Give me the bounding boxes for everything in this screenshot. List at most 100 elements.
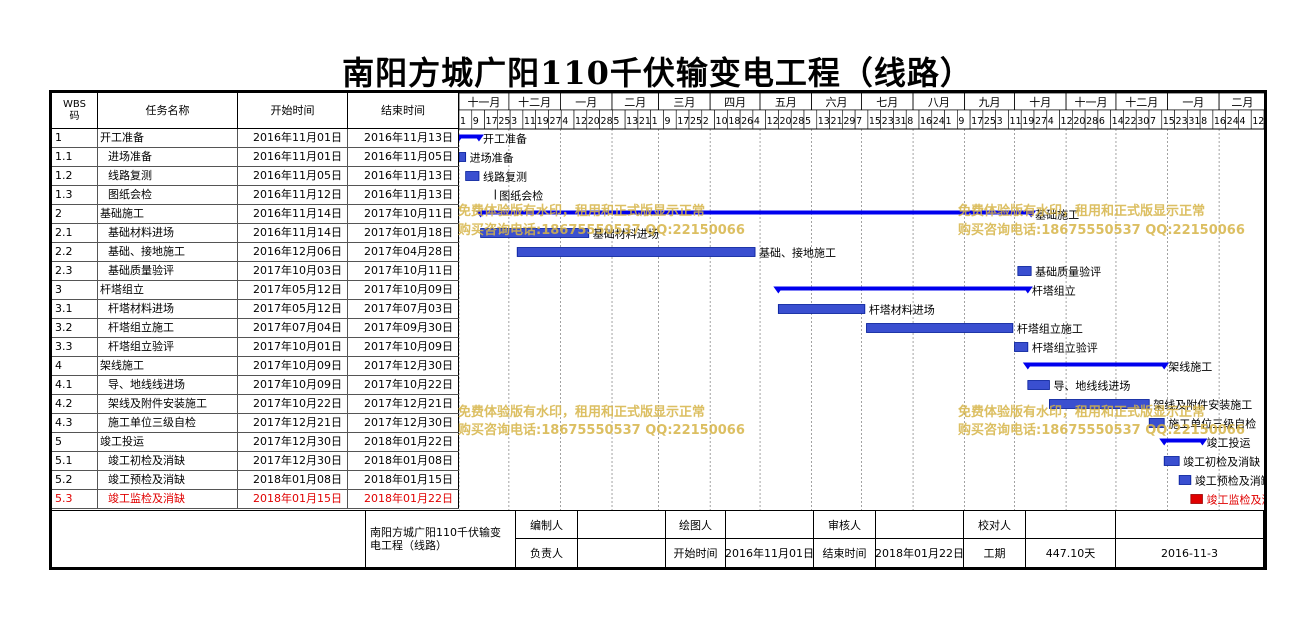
day-label: 8: [1201, 116, 1207, 127]
table-row[interactable]: 5 竣工投运 2017年12月30日 2018年01月22日: [52, 433, 459, 452]
table-row[interactable]: 4.3 施工单位三级自检 2017年12月21日 2017年12月30日: [52, 414, 459, 433]
bar-label: 线路复测: [483, 170, 527, 184]
table-row[interactable]: 5.3 竣工监检及消缺 2018年01月15日 2018年01月22日: [52, 490, 459, 509]
summary-start-marker: [1022, 362, 1033, 370]
table-row[interactable]: 2.2 基础、接地施工 2016年12月06日 2017年04月28日: [52, 243, 459, 262]
bar-label: 架线施工: [1168, 360, 1212, 374]
bar-label: 杆塔材料进场: [869, 303, 935, 317]
watermark-text: 免费体验版有水印，租用和正式版显示正常: [958, 405, 1206, 420]
table-row[interactable]: 5.2 竣工预检及消缺 2018年01月08日 2018年01月15日: [52, 471, 459, 490]
day-label: 14: [1112, 116, 1124, 127]
task-wbs: 2.2: [52, 243, 98, 261]
month-label: 四月: [724, 96, 746, 109]
day-label: 3: [997, 116, 1003, 127]
task-start: 2016年11月14日: [238, 205, 348, 223]
day-label: 12: [1061, 116, 1073, 127]
watermark-text: 购买咨询电话:18675550537 QQ:22150066: [458, 423, 745, 438]
table-row[interactable]: 1 开工准备 2016年11月01日 2016年11月13日: [52, 129, 459, 148]
task-wbs: 4.2: [52, 395, 98, 413]
task-end: 2017年12月30日: [348, 414, 459, 432]
task-bar: [1178, 475, 1192, 485]
task-end: 2018年01月22日: [348, 433, 459, 451]
day-label: 17: [486, 116, 498, 127]
footer-project-name: 南阳方城广阳110千伏输变电工程（线路）: [370, 526, 501, 552]
day-label: 25: [690, 116, 702, 127]
task-name: 竣工监检及消缺: [98, 490, 238, 508]
footer-owner-value: [578, 539, 666, 568]
day-label: 2: [703, 116, 709, 127]
day-label: 31: [894, 116, 906, 127]
summary-start-marker: [1159, 438, 1170, 446]
table-row[interactable]: 1.3 图纸会检 2016年11月12日 2016年11月13日: [52, 186, 459, 205]
task-end: 2017年01月18日: [348, 224, 459, 242]
day-label: 28: [1086, 116, 1098, 127]
day-label: 17: [971, 116, 983, 127]
table-row[interactable]: 3 杆塔组立 2017年05月12日 2017年10月09日: [52, 281, 459, 300]
month-label: 一月: [1182, 96, 1204, 109]
table-row[interactable]: 4 架线施工 2017年10月09日 2017年12月30日: [52, 357, 459, 376]
task-wbs: 3.1: [52, 300, 98, 318]
table-row[interactable]: 3.2 杆塔组立施工 2017年07月04日 2017年09月30日: [52, 319, 459, 338]
task-end: 2016年11月05日: [348, 148, 459, 166]
task-bar: [1027, 380, 1050, 390]
table-row[interactable]: 3.3 杆塔组立验评 2017年10月01日 2017年10月09日: [52, 338, 459, 357]
task-start: 2016年12月06日: [238, 243, 348, 261]
bar-label: 基础质量验评: [1035, 265, 1101, 279]
month-label: 十月: [1029, 95, 1051, 109]
footer-duration-value: 447.10天: [1026, 539, 1116, 568]
footer-start-value: 2016年11月01日: [725, 539, 814, 568]
task-bar: [866, 323, 1014, 333]
header-wbs-label: WBS 码: [63, 98, 86, 122]
task-start: 2016年11月14日: [238, 224, 348, 242]
task-name: 图纸会检: [98, 186, 238, 204]
footer-end-label: 结束时间: [814, 539, 876, 568]
table-row[interactable]: 1.2 线路复测 2016年11月05日 2016年11月13日: [52, 167, 459, 186]
month-label: 十二月: [1125, 95, 1158, 109]
task-start: 2017年05月12日: [238, 300, 348, 318]
day-label: 9: [664, 116, 670, 127]
summary-bar: [778, 286, 1028, 291]
task-end: 2016年11月13日: [348, 129, 459, 147]
table-row[interactable]: 2 基础施工 2016年11月14日 2017年10月11日: [52, 205, 459, 224]
task-name: 基础质量验评: [98, 262, 238, 280]
task-wbs: 1: [52, 129, 98, 147]
header-end-label: 结束时间: [381, 103, 425, 117]
day-label: 21: [831, 116, 843, 127]
table-row[interactable]: 2.1 基础材料进场 2016年11月14日 2017年01月18日: [52, 224, 459, 243]
chart-frame: [49, 90, 1267, 570]
table-row[interactable]: 2.3 基础质量验评 2017年10月03日 2017年10月11日: [52, 262, 459, 281]
day-label: 20: [588, 116, 600, 127]
task-end: 2017年10月09日: [348, 338, 459, 356]
page-title: 南阳方城广阳110千伏输变电工程（线路）: [342, 54, 973, 92]
table-row[interactable]: 4.2 架线及附件安装施工 2017年10月22日 2017年12月21日: [52, 395, 459, 414]
day-label: 31: [1188, 116, 1200, 127]
task-end: 2016年11月13日: [348, 186, 459, 204]
bar-label: 基础材料进场: [593, 227, 659, 241]
footer-duration-label: 工期: [964, 539, 1026, 568]
task-wbs: 1.3: [52, 186, 98, 204]
day-label: 4: [754, 116, 760, 127]
task-wbs: 3: [52, 281, 98, 299]
footer-reviewer-label: 审核人: [814, 511, 876, 539]
footer-drawer-value: [726, 511, 814, 539]
watermark-text: 购买咨询电话:18675550537 QQ:22150066: [958, 223, 1245, 238]
table-row[interactable]: 1.1 进场准备 2016年11月01日 2016年11月05日: [52, 148, 459, 167]
bar-label: 竣工初检及消缺: [1183, 455, 1260, 469]
task-start: 2017年12月30日: [238, 452, 348, 470]
day-label: 3: [511, 116, 517, 127]
day-label: 1: [946, 116, 952, 127]
task-wbs: 5: [52, 433, 98, 451]
task-wbs: 2.3: [52, 262, 98, 280]
task-start: 2016年11月05日: [238, 167, 348, 185]
table-row[interactable]: 4.1 导、地线线进场 2017年10月09日 2017年10月22日: [52, 376, 459, 395]
watermark-text: 免费体验版有水印，租用和正式版显示正常: [458, 405, 706, 420]
day-label: 19: [1022, 116, 1034, 127]
day-label: 15: [1163, 116, 1175, 127]
footer-owner-label: 负责人: [516, 539, 578, 568]
header-start-label: 开始时间: [270, 103, 315, 117]
table-row[interactable]: 3.1 杆塔材料进场 2017年05月12日 2017年07月03日: [52, 300, 459, 319]
task-name: 杆塔组立: [98, 281, 238, 299]
day-label: 28: [601, 116, 613, 127]
day-label: 23: [882, 116, 894, 127]
table-row[interactable]: 5.1 竣工初检及消缺 2017年12月30日 2018年01月08日: [52, 452, 459, 471]
